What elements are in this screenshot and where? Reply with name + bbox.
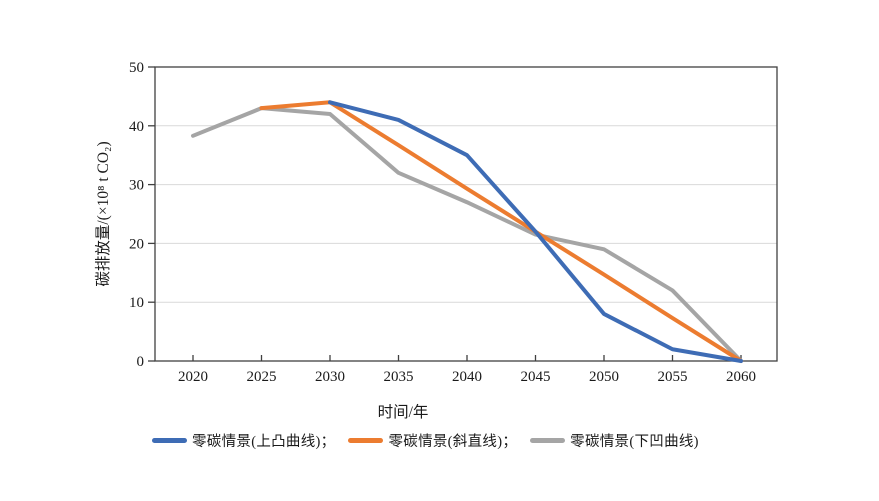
y-tick-label-20: 20 <box>129 236 144 252</box>
legend-label-convex-up: 零碳情景(上凸曲线)； <box>192 434 336 450</box>
legend-swatch-concave-down-line <box>530 438 566 443</box>
legend-item-concave-down: 零碳情景(下凹曲线) <box>530 430 699 451</box>
legend-item-convex-up: 零碳情景(上凸曲线)； <box>152 430 335 451</box>
y-axis-title: 碳排放量/(×10⁸ t CO₂) <box>94 141 112 286</box>
legend-swatch-convex-up-line <box>152 438 187 443</box>
x-tick-label-2055: 2055 <box>658 369 688 385</box>
legend-label-straight: 零碳情景(斜直线)； <box>388 434 518 450</box>
series-line-convex-up <box>328 100 743 363</box>
series-line-concave-down <box>191 106 743 363</box>
y-tick-label-0: 0 <box>137 354 145 370</box>
y-tick-label-50: 50 <box>129 60 144 76</box>
x-tick-label-2040: 2040 <box>452 369 482 385</box>
x-tick-label-2045: 2045 <box>521 369 551 385</box>
x-tick-label-2035: 2035 <box>384 369 414 385</box>
plot-border <box>154 66 778 362</box>
y-tick-label-40: 40 <box>129 119 144 135</box>
x-tick-label-2030: 2030 <box>315 369 345 385</box>
legend-item-straight: 零碳情景(斜直线)； <box>348 430 517 451</box>
series-line-straight <box>259 100 743 363</box>
legend-swatch-straight-line <box>348 438 384 443</box>
legend-label-concave-down: 零碳情景(下凹曲线) <box>570 434 699 450</box>
x-tick-label-2060: 2060 <box>726 369 756 385</box>
chart-legend: 零碳情景(上凸曲线)； 零碳情景(斜直线)； 零碳情景(下凹曲线) <box>152 430 699 451</box>
x-tick-label-2025: 2025 <box>247 369 277 385</box>
x-axis-title: 时间/年 <box>378 403 429 421</box>
y-tick-label-30: 30 <box>129 178 144 194</box>
x-tick-label-2050: 2050 <box>589 369 619 385</box>
y-tick-label-10: 10 <box>129 295 144 311</box>
x-tick-label-2020: 2020 <box>178 369 208 385</box>
